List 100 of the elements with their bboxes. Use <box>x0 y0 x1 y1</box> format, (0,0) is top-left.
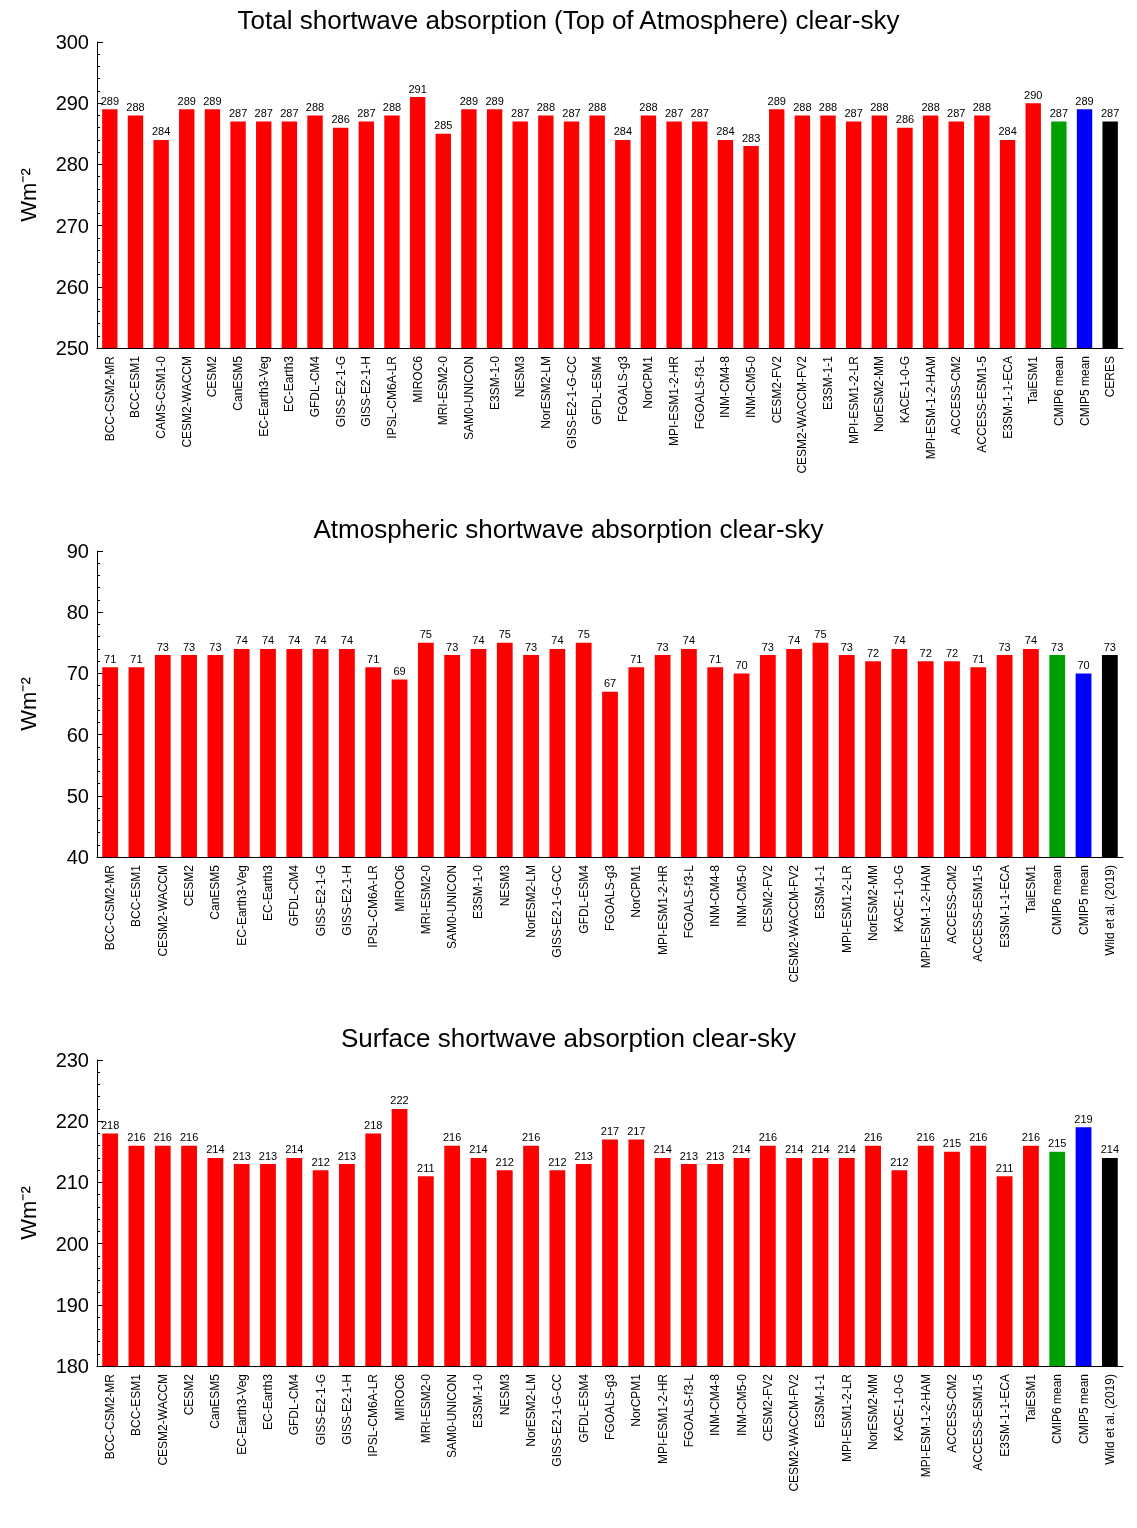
data-label: 72 <box>866 646 880 659</box>
x-tick-label: GFDL-ESM4 <box>576 1373 591 1443</box>
x-tick-label: E3SM-1-0 <box>487 355 502 411</box>
x-tick-label: EC-Earth3 <box>282 355 297 413</box>
data-label: 211 <box>995 1161 1014 1174</box>
x-tick-label: NorESM2-MM <box>866 865 881 942</box>
x-tick-label: EC-Earth3 <box>261 864 275 922</box>
x-tick-label: MPI-ESM1-2-LR <box>846 355 861 445</box>
data-label: 287 <box>844 107 863 120</box>
data-label: 289 <box>459 94 479 107</box>
y-tick-label: 250 <box>55 337 89 359</box>
x-tick-label: MRI-ESM2-0 <box>418 864 433 935</box>
data-label: 74 <box>235 634 248 647</box>
x-tick-label: Wild et al. (2019) <box>1102 1374 1117 1465</box>
data-label: 283 <box>741 131 761 144</box>
y-tick-label: 180 <box>55 1355 89 1377</box>
data-label: 216 <box>863 1131 883 1144</box>
data-label: 218 <box>100 1118 120 1131</box>
x-tick-label: NorESM2-LM <box>524 865 539 938</box>
y-tick-label: 290 <box>55 92 89 115</box>
data-label: 73 <box>998 640 1011 653</box>
x-tick-label: TaiESM1 <box>1026 355 1041 405</box>
data-label: 217 <box>627 1125 646 1138</box>
x-tick-label: FGOALS-f3-L <box>681 1373 696 1448</box>
data-label: 73 <box>1103 640 1116 653</box>
x-tick-label: KACE-1-0-G <box>897 356 912 424</box>
data-label: 213 <box>337 1149 357 1162</box>
x-tick-label: MPI-ESM1-2-LR <box>839 864 854 954</box>
x-tick-label: CESM2 <box>182 1373 197 1416</box>
data-label: 289 <box>203 94 222 107</box>
x-tick-label: ACCESS-ESM1-5 <box>971 1373 986 1471</box>
x-tick-label: NorCPM1 <box>641 355 656 409</box>
y-tick-label: 70 <box>66 662 89 685</box>
data-label: 287 <box>511 107 530 120</box>
data-label: 216 <box>179 1131 199 1144</box>
data-label: 286 <box>331 113 350 126</box>
data-label: 213 <box>679 1149 699 1162</box>
data-label: 288 <box>972 100 992 113</box>
x-tick-label: E3SM-1-1 <box>813 1373 828 1429</box>
x-tick-label: GISS-E2-1-H <box>339 1374 354 1445</box>
x-tick-label: CMIP5 mean <box>1076 1374 1091 1445</box>
data-label: 74 <box>472 634 485 647</box>
data-label: 212 <box>890 1155 909 1168</box>
x-tick-label: INM-CM4-8 <box>718 355 733 418</box>
x-tick-label: E3SM-1-1 <box>821 355 836 411</box>
x-tick-label: FGOALS-g3 <box>603 864 617 932</box>
x-tick-label: NESM3 <box>497 1373 512 1416</box>
x-tick-label: GFDL-CM4 <box>287 864 302 927</box>
x-tick-label: ACCESS-ESM1-5 <box>974 355 989 453</box>
x-tick-label: CAMS-CSM1-0 <box>154 355 169 439</box>
x-tick-label: EC-Earth3-Veg <box>234 1374 249 1455</box>
data-label: 288 <box>382 100 402 113</box>
x-tick-label: FGOALS-g3 <box>603 1373 617 1441</box>
x-tick-label: MPI-ESM1-2-LR <box>839 1373 854 1463</box>
data-label: 288 <box>126 100 145 113</box>
data-label: 288 <box>639 100 658 113</box>
data-label: 70 <box>1077 658 1090 671</box>
data-label: 74 <box>314 634 327 647</box>
data-label: 287 <box>1049 107 1069 120</box>
x-tick-label: MPI-ESM-1-2-HAM <box>923 356 938 460</box>
data-label: 73 <box>761 640 774 653</box>
x-tick-label: MPI-ESM1-2-HR <box>667 355 682 447</box>
data-label: 214 <box>784 1143 804 1156</box>
data-label: 212 <box>548 1155 567 1168</box>
x-tick-label: NESM3 <box>497 864 512 907</box>
x-tick-label: INM-CM5-0 <box>734 864 749 927</box>
data-label: 287 <box>690 107 709 120</box>
y-tick-label: 210 <box>55 1171 89 1194</box>
x-tick-label: CanESM5 <box>208 864 223 920</box>
data-label: 222 <box>390 1094 409 1107</box>
data-label: 71 <box>972 652 985 665</box>
data-label: 214 <box>811 1143 830 1156</box>
data-label: 72 <box>945 646 959 659</box>
data-label: 75 <box>814 628 827 641</box>
x-tick-label: GISS-E2-1-H <box>359 356 374 427</box>
data-label: 216 <box>969 1131 988 1144</box>
data-label: 74 <box>551 634 564 647</box>
data-label: 284 <box>716 125 735 138</box>
x-tick-label: ACCESS-CM2 <box>945 1373 959 1453</box>
data-label: 289 <box>767 94 786 107</box>
data-label: 287 <box>254 107 273 120</box>
y-tick-label: 60 <box>66 723 89 746</box>
x-tick-label: MIROC6 <box>410 355 425 403</box>
y-tick-label: 50 <box>66 784 89 807</box>
data-label: 71 <box>104 652 117 665</box>
x-tick-label: GISS-E2-1-H <box>339 865 354 936</box>
data-label: 211 <box>417 1161 435 1174</box>
data-label: 71 <box>130 652 143 665</box>
x-tick-label: INM-CM4-8 <box>708 1373 723 1436</box>
data-label: 288 <box>793 100 812 113</box>
y-tick-label: 220 <box>55 1110 89 1133</box>
data-label: 216 <box>127 1131 146 1144</box>
x-tick-label: CMIP6 mean <box>1050 865 1065 936</box>
y-tick-label: 40 <box>66 846 89 868</box>
x-tick-label: NESM3 <box>513 355 528 398</box>
data-label: 284 <box>151 125 171 138</box>
x-tick-label: MPI-ESM1-2-HR <box>655 1373 670 1465</box>
x-tick-label: MRI-ESM2-0 <box>418 1373 433 1444</box>
data-label: 214 <box>732 1143 751 1156</box>
data-label: 74 <box>1024 634 1038 647</box>
